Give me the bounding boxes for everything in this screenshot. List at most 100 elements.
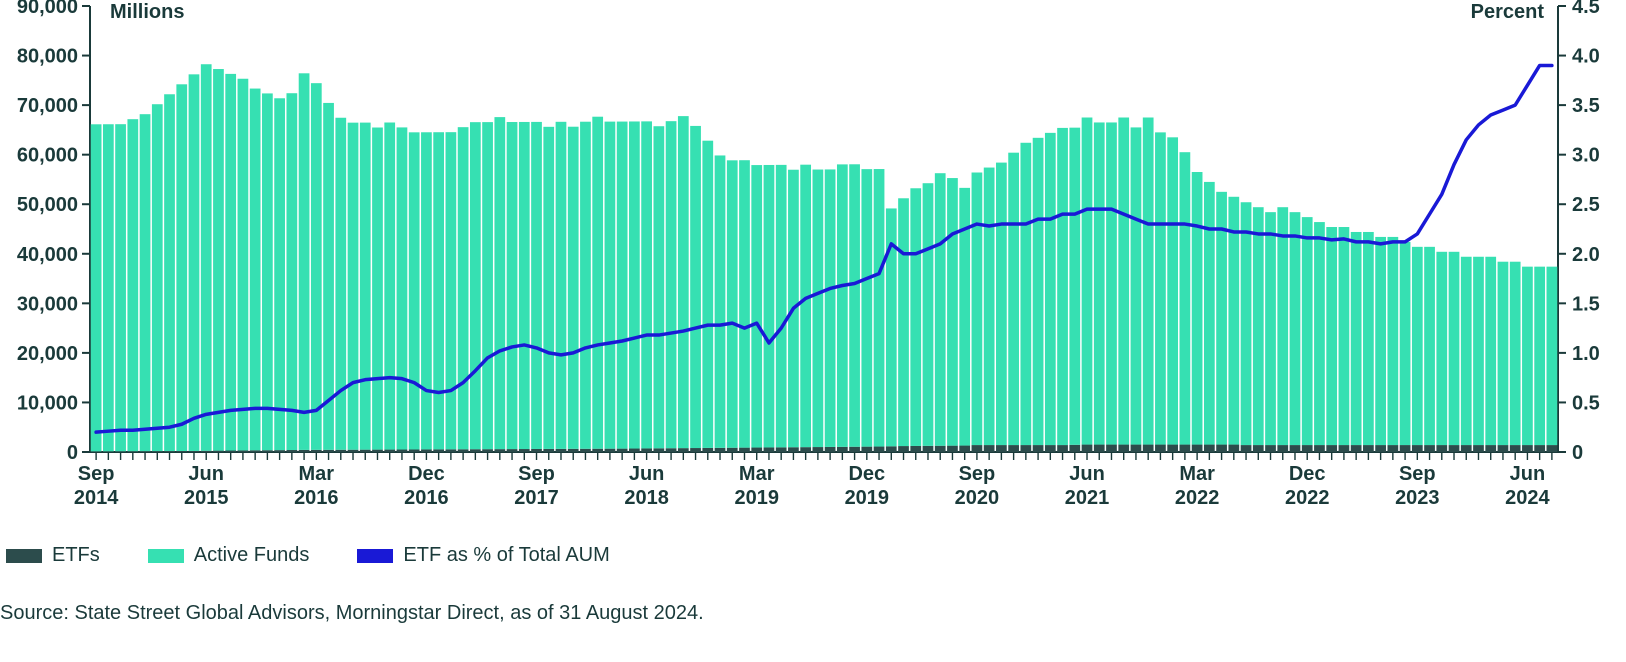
bar-active bbox=[617, 122, 628, 449]
bar-etfs bbox=[1326, 445, 1337, 452]
bar-active bbox=[1094, 122, 1105, 444]
bar-etfs bbox=[115, 451, 126, 452]
y-right-title: Percent bbox=[1471, 1, 1545, 23]
bar-etfs bbox=[1057, 445, 1068, 452]
bar-etfs bbox=[421, 449, 432, 452]
y-right-tick: 3.5 bbox=[1572, 95, 1600, 117]
bar-active bbox=[213, 69, 224, 451]
x-tick-label: 2021 bbox=[1065, 487, 1110, 509]
bar-etfs bbox=[996, 445, 1007, 452]
x-tick-label: 2022 bbox=[1285, 487, 1330, 509]
bar-etfs bbox=[286, 450, 297, 452]
x-tick-label: 2016 bbox=[294, 487, 339, 509]
bar-active bbox=[1241, 202, 1252, 445]
x-tick-label: Sep bbox=[518, 463, 555, 485]
bar-active bbox=[1192, 172, 1203, 445]
y-right-tick: 2.0 bbox=[1572, 244, 1600, 266]
bar-etfs bbox=[849, 447, 860, 452]
x-tick-label: 2022 bbox=[1175, 487, 1220, 509]
bar-etfs bbox=[800, 447, 811, 452]
x-tick-label: Jun bbox=[1510, 463, 1546, 485]
bar-etfs bbox=[348, 450, 359, 452]
bar-etfs bbox=[1045, 445, 1056, 452]
x-tick-label: Sep bbox=[1399, 463, 1436, 485]
bar-active bbox=[1498, 262, 1509, 445]
legend-swatch bbox=[6, 549, 42, 563]
bar-active bbox=[1375, 237, 1386, 445]
bar-etfs bbox=[1339, 445, 1350, 452]
bar-etfs bbox=[323, 450, 334, 452]
bar-active bbox=[238, 79, 249, 451]
bar-etfs bbox=[1449, 445, 1460, 452]
legend-item-etfs: ETFs bbox=[6, 544, 100, 567]
x-tick-label: Dec bbox=[1289, 463, 1326, 485]
bar-etfs bbox=[776, 447, 787, 452]
bar-active bbox=[592, 117, 603, 449]
bar-active bbox=[1400, 242, 1411, 445]
x-tick-label: 2019 bbox=[734, 487, 779, 509]
bar-etfs bbox=[1547, 445, 1558, 452]
x-tick-label: 2020 bbox=[955, 487, 1000, 509]
y-left-tick: 90,000 bbox=[17, 0, 78, 18]
bar-etfs bbox=[446, 449, 457, 452]
bar-etfs bbox=[311, 450, 322, 452]
bar-etfs bbox=[1534, 445, 1545, 452]
bar-active bbox=[262, 93, 273, 450]
bar-etfs bbox=[739, 448, 750, 452]
bar-active bbox=[1167, 137, 1178, 444]
bar-active bbox=[849, 164, 860, 446]
bar-etfs bbox=[1155, 445, 1166, 452]
x-tick-label: Jun bbox=[629, 463, 665, 485]
bar-active bbox=[152, 104, 163, 451]
x-tick-label: Mar bbox=[299, 463, 335, 485]
bar-etfs bbox=[507, 449, 518, 452]
bar-etfs bbox=[764, 447, 775, 452]
y-right-tick: 4.0 bbox=[1572, 46, 1600, 68]
bar-etfs bbox=[1424, 445, 1435, 452]
bar-active bbox=[140, 114, 151, 451]
x-tick-label: Sep bbox=[959, 463, 996, 485]
bar-etfs bbox=[225, 451, 236, 452]
bar-active bbox=[470, 122, 481, 449]
y-left-tick: 60,000 bbox=[17, 145, 78, 167]
bar-active bbox=[556, 122, 567, 449]
bar-etfs bbox=[1118, 445, 1129, 452]
bar-etfs bbox=[947, 446, 958, 452]
bar-active bbox=[837, 164, 848, 446]
bar-active bbox=[1020, 143, 1031, 445]
bar-active bbox=[409, 132, 420, 449]
bar-active bbox=[1265, 212, 1276, 445]
x-tick-label: 2023 bbox=[1395, 487, 1440, 509]
bar-etfs bbox=[1106, 445, 1117, 452]
bar-active bbox=[641, 121, 652, 448]
bar-etfs bbox=[1180, 445, 1191, 452]
bar-active bbox=[115, 124, 126, 451]
bar-etfs bbox=[1167, 445, 1178, 452]
bar-etfs bbox=[690, 448, 701, 452]
bar-etfs bbox=[1082, 445, 1093, 452]
bar-etfs bbox=[556, 449, 567, 452]
y-right-tick: 4.5 bbox=[1572, 0, 1600, 18]
bar-active bbox=[250, 89, 261, 451]
bar-active bbox=[935, 173, 946, 446]
bar-active bbox=[433, 132, 444, 449]
bar-etfs bbox=[494, 449, 505, 452]
bar-active bbox=[1461, 257, 1472, 445]
bar-active bbox=[861, 169, 872, 447]
y-left-tick: 70,000 bbox=[17, 95, 78, 117]
bar-etfs bbox=[605, 449, 616, 452]
bar-active bbox=[91, 124, 102, 451]
bar-etfs bbox=[1375, 445, 1386, 452]
bar-etfs bbox=[433, 449, 444, 452]
bar-etfs bbox=[103, 451, 114, 452]
bar-active bbox=[727, 160, 738, 447]
bar-etfs bbox=[262, 450, 273, 452]
bar-active bbox=[421, 132, 432, 449]
bar-etfs bbox=[641, 448, 652, 452]
bar-active bbox=[739, 160, 750, 447]
bar-active bbox=[1436, 252, 1447, 445]
bar-active bbox=[813, 170, 824, 448]
bar-etfs bbox=[1522, 445, 1533, 452]
y-right-tick: 0 bbox=[1572, 442, 1583, 464]
bar-active bbox=[1155, 132, 1166, 444]
